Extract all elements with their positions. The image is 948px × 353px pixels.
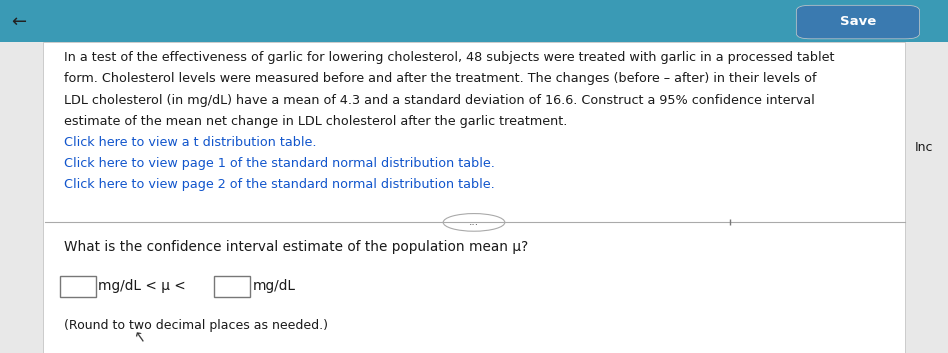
Text: form. Cholesterol levels were measured before and after the treatment. The chang: form. Cholesterol levels were measured b… [64,72,817,85]
Text: LDL cholesterol (in mg/dL) have a mean of 4.3 and a standard deviation of 16.6. : LDL cholesterol (in mg/dL) have a mean o… [64,94,815,107]
FancyBboxPatch shape [60,276,96,297]
Text: What is the confidence interval estimate of the population mean μ?: What is the confidence interval estimate… [64,240,529,254]
Text: Click here to view page 1 of the standard normal distribution table.: Click here to view page 1 of the standar… [64,157,496,170]
Text: In a test of the effectiveness of garlic for lowering cholesterol, 48 subjects w: In a test of the effectiveness of garlic… [64,51,835,64]
FancyBboxPatch shape [214,276,250,297]
Text: mg/dL < μ <: mg/dL < μ < [98,279,186,293]
Text: mg/dL: mg/dL [253,279,296,293]
Text: ←: ← [11,13,27,31]
Ellipse shape [443,214,504,231]
FancyBboxPatch shape [43,42,905,353]
Text: (Round to two decimal places as needed.): (Round to two decimal places as needed.) [64,319,328,333]
Text: estimate of the mean net change in LDL cholesterol after the garlic treatment.: estimate of the mean net change in LDL c… [64,115,568,128]
Text: ↖: ↖ [133,329,148,346]
Text: Click here to view page 2 of the standard normal distribution table.: Click here to view page 2 of the standar… [64,178,495,191]
Text: Save: Save [840,16,876,28]
FancyBboxPatch shape [796,5,920,39]
Text: ...: ... [469,217,479,227]
FancyBboxPatch shape [0,0,948,42]
Text: Click here to view a t distribution table.: Click here to view a t distribution tabl… [64,136,317,149]
Text: Inc: Inc [915,141,934,154]
